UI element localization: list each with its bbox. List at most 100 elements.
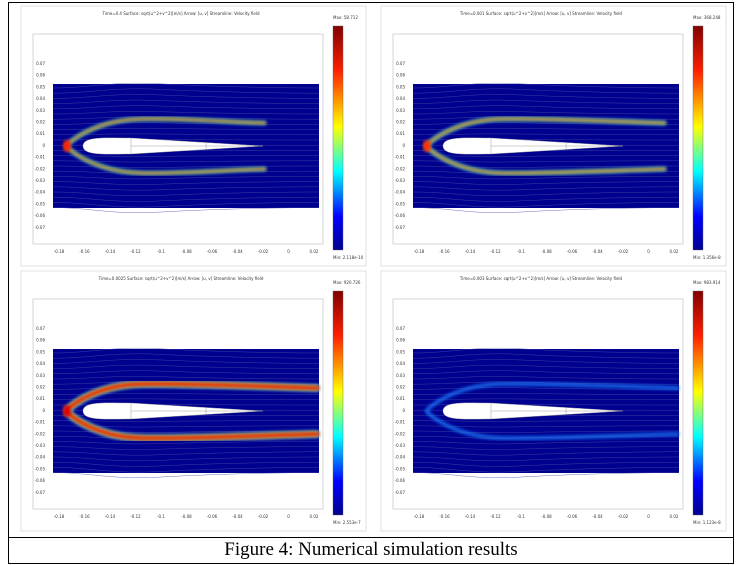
x-tick-label: -0.16 — [439, 249, 450, 254]
stagnation-zone — [63, 140, 71, 152]
y-tick-label: 0.03 — [36, 108, 45, 113]
y-tick-label: 0.06 — [396, 338, 405, 343]
x-tick-label: -0.16 — [79, 514, 90, 519]
streamline — [52, 105, 320, 109]
x-tick-label: -0.06 — [207, 514, 218, 519]
y-tick-label: 0.04 — [36, 361, 45, 366]
plot-panel: Time=0.003 Surface: sqrt(u^2+v^2)[m/s] A… — [380, 270, 727, 532]
x-tick-label: -0.14 — [465, 249, 476, 254]
y-tick-label: 0.06 — [396, 73, 405, 78]
axes-frame — [32, 298, 324, 510]
streamline — [52, 376, 320, 380]
streamline — [412, 420, 680, 422]
y-tick-label: -0.05 — [35, 201, 46, 206]
stagnation-zone — [423, 140, 431, 152]
streamline — [52, 430, 320, 433]
x-tick-label: -0.18 — [54, 249, 65, 254]
streamline — [52, 404, 320, 406]
x-tick-label: -0.08 — [181, 249, 192, 254]
colorbar-min: Min: 1.123e-8 — [693, 520, 721, 525]
colorbar-max: Max: 920.726 — [333, 280, 361, 285]
x-tick-label: -0.04 — [592, 249, 603, 254]
y-tick-label: -0.03 — [395, 178, 406, 183]
x-tick-label: -0.14 — [105, 249, 116, 254]
y-tick-label: -0.07 — [395, 225, 406, 230]
y-tick-label: -0.02 — [35, 166, 46, 171]
streamline — [52, 456, 320, 462]
x-tick-label: -0.16 — [439, 514, 450, 519]
streamline — [52, 133, 320, 135]
streamline — [412, 133, 680, 135]
streamline — [52, 94, 320, 99]
y-tick-label: 0.02 — [396, 385, 405, 390]
streamline — [412, 347, 680, 354]
y-tick-label: -0.01 — [395, 155, 406, 160]
x-tick-label: -0.1 — [157, 514, 165, 519]
y-tick-label: -0.06 — [35, 478, 46, 483]
y-tick-label: 0.02 — [36, 120, 45, 125]
colorbar — [332, 25, 344, 251]
stagnation-zone — [63, 405, 71, 417]
x-tick-label: 0.02 — [310, 249, 319, 254]
y-tick-label: -0.01 — [35, 155, 46, 160]
y-tick-label: 0.07 — [396, 61, 405, 66]
streamline — [412, 467, 680, 473]
plot-title: Time=0.001 Surface: sqrt(u^2+v^2)[m/s] A… — [459, 11, 623, 16]
streamline — [412, 353, 680, 359]
streamline — [52, 82, 320, 89]
x-tick-label: -0.08 — [181, 514, 192, 519]
y-tick-label: -0.06 — [35, 213, 46, 218]
streamline — [412, 186, 680, 191]
axes-frame — [392, 298, 684, 510]
x-tick-label: -0.1 — [517, 249, 525, 254]
plot-title: Time=0.4 Surface: sqrt(u^2+v^2)[m/s] Arr… — [101, 11, 260, 16]
streamline — [52, 202, 320, 208]
y-tick-label: 0.03 — [396, 373, 405, 378]
wake-core — [425, 410, 680, 439]
x-tick-label: -0.04 — [592, 514, 603, 519]
x-tick-label: 0.02 — [670, 249, 679, 254]
streamline — [52, 370, 320, 374]
x-tick-label: -0.12 — [130, 514, 141, 519]
y-tick-label: -0.06 — [395, 478, 406, 483]
streamline — [52, 472, 320, 478]
colorbar — [692, 25, 704, 251]
streamline — [52, 111, 320, 115]
streamline — [412, 94, 680, 99]
streamline — [412, 197, 680, 202]
y-tick-label: 0.05 — [396, 349, 405, 354]
streamline — [412, 176, 680, 180]
streamline — [412, 451, 680, 456]
x-tick-label: -0.1 — [517, 514, 525, 519]
x-tick-label: -0.06 — [567, 514, 578, 519]
y-tick-label: 0.01 — [36, 396, 45, 401]
wake-core — [64, 382, 320, 413]
y-tick-label: -0.05 — [395, 466, 406, 471]
x-tick-label: -0.12 — [490, 249, 501, 254]
y-tick-label: 0 — [42, 408, 45, 413]
axes-frame — [32, 33, 324, 245]
streamline — [412, 111, 680, 115]
y-tick-label: 0.05 — [36, 84, 45, 89]
x-tick-label: -0.06 — [207, 249, 218, 254]
colorbar — [692, 290, 704, 516]
wake-core — [65, 145, 267, 174]
streamline — [52, 446, 320, 450]
y-tick-label: -0.01 — [35, 420, 46, 425]
x-tick-label: -0.14 — [105, 514, 116, 519]
plot-title: Time=0.0025 Surface: sqrt(u^2+v^2)[m/s] … — [98, 276, 264, 281]
x-tick-label: 0.02 — [310, 514, 319, 519]
wake-core — [65, 118, 267, 147]
streamline — [412, 99, 680, 104]
streamline — [412, 456, 680, 462]
plot-panel: Time=0.4 Surface: sqrt(u^2+v^2)[m/s] Arr… — [20, 5, 367, 267]
y-tick-label: 0.05 — [396, 84, 405, 89]
x-tick-label: -0.18 — [54, 514, 65, 519]
streamline — [52, 353, 320, 359]
streamline — [412, 472, 680, 478]
x-tick-label: -0.06 — [567, 249, 578, 254]
streamline — [412, 376, 680, 380]
wake-core — [64, 409, 320, 440]
streamline — [52, 359, 320, 364]
